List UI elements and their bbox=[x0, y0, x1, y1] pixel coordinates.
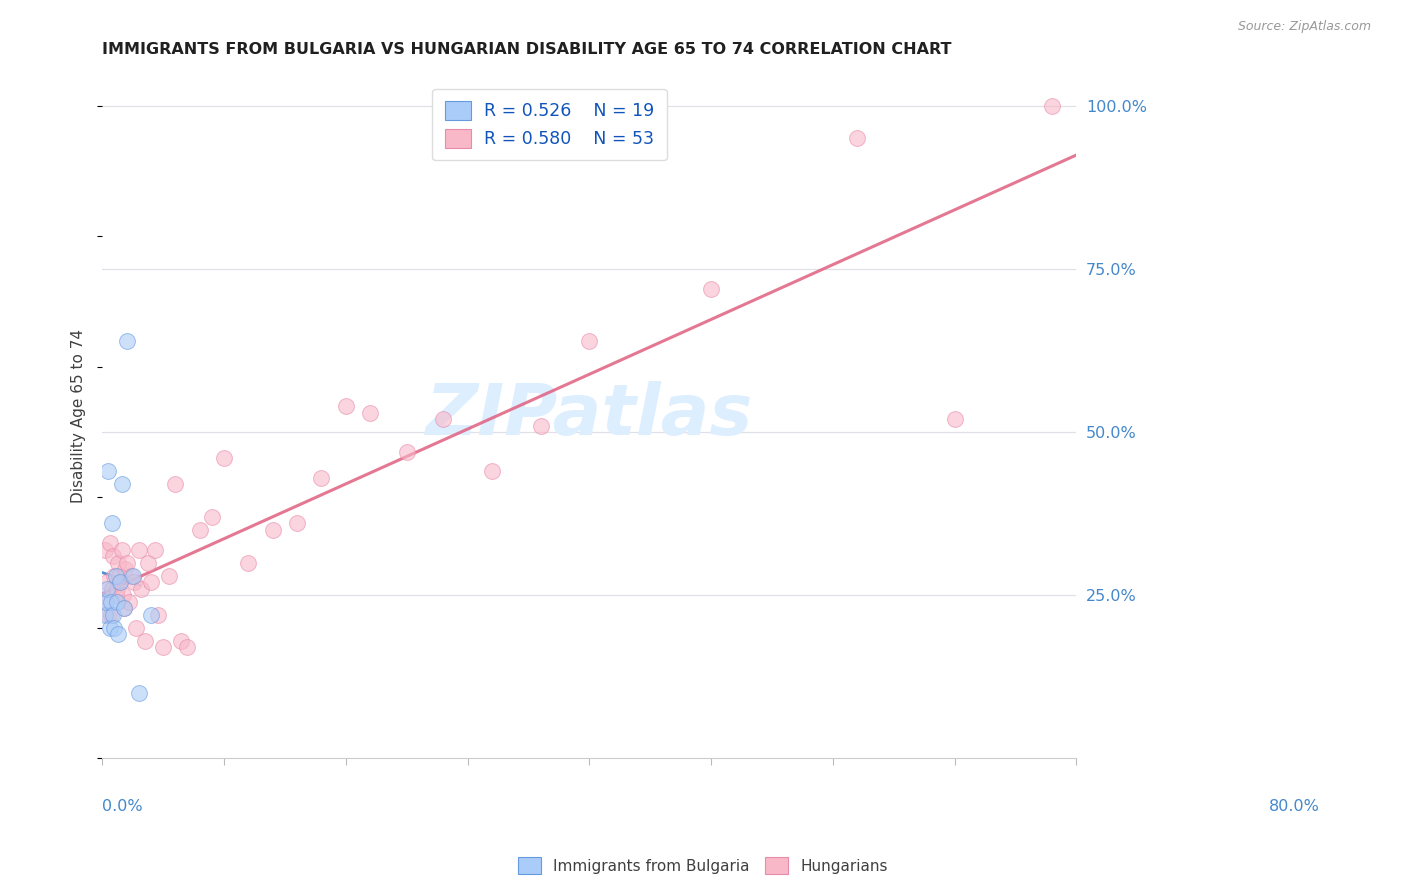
Point bbox=[118, 595, 141, 609]
Point bbox=[139, 607, 162, 622]
Point bbox=[94, 595, 117, 609]
Point bbox=[107, 556, 129, 570]
Point bbox=[121, 568, 143, 582]
Point bbox=[96, 575, 118, 590]
Point bbox=[134, 633, 156, 648]
Text: IMMIGRANTS FROM BULGARIA VS HUNGARIAN DISABILITY AGE 65 TO 74 CORRELATION CHART: IMMIGRANTS FROM BULGARIA VS HUNGARIAN DI… bbox=[103, 42, 952, 57]
Point bbox=[111, 477, 134, 491]
Point bbox=[359, 405, 381, 419]
Point bbox=[93, 607, 115, 622]
Point bbox=[122, 575, 145, 590]
Point bbox=[129, 582, 152, 596]
Point bbox=[152, 640, 174, 655]
Point bbox=[1040, 99, 1063, 113]
Point bbox=[188, 523, 211, 537]
Point bbox=[97, 607, 120, 622]
Point bbox=[115, 334, 138, 348]
Point bbox=[285, 516, 308, 531]
Point bbox=[128, 686, 150, 700]
Point bbox=[96, 582, 118, 596]
Point bbox=[311, 471, 333, 485]
Point bbox=[111, 542, 134, 557]
Point bbox=[846, 131, 869, 145]
Point bbox=[110, 575, 132, 590]
Point bbox=[128, 542, 150, 557]
Point bbox=[143, 542, 166, 557]
Text: 0.0%: 0.0% bbox=[103, 799, 143, 814]
Point bbox=[101, 549, 124, 563]
Point bbox=[157, 568, 180, 582]
Point bbox=[103, 568, 125, 582]
Point bbox=[115, 556, 138, 570]
Point bbox=[395, 444, 418, 458]
Point bbox=[432, 412, 454, 426]
Text: ZIPatlas: ZIPatlas bbox=[426, 381, 754, 450]
Point bbox=[578, 334, 600, 348]
Point bbox=[114, 562, 136, 576]
Point bbox=[138, 556, 160, 570]
Point bbox=[120, 568, 142, 582]
Point bbox=[700, 281, 723, 295]
Point bbox=[176, 640, 198, 655]
Point bbox=[98, 536, 121, 550]
Legend: Immigrants from Bulgaria, Hungarians: Immigrants from Bulgaria, Hungarians bbox=[512, 851, 894, 880]
Point bbox=[529, 418, 551, 433]
Point bbox=[100, 595, 122, 609]
Point bbox=[105, 582, 128, 596]
Point bbox=[104, 568, 127, 582]
Point bbox=[112, 601, 135, 615]
Point bbox=[105, 595, 128, 609]
Point bbox=[335, 399, 357, 413]
Point bbox=[101, 582, 124, 596]
Point bbox=[97, 464, 120, 478]
Text: 80.0%: 80.0% bbox=[1270, 799, 1320, 814]
Point bbox=[111, 588, 134, 602]
Point bbox=[943, 412, 966, 426]
Point bbox=[212, 451, 235, 466]
Point bbox=[148, 607, 170, 622]
Point bbox=[201, 510, 224, 524]
Point bbox=[107, 627, 129, 641]
Point bbox=[101, 516, 124, 531]
Point bbox=[108, 568, 131, 582]
Point bbox=[238, 556, 260, 570]
Point bbox=[170, 633, 193, 648]
Point bbox=[98, 621, 121, 635]
Text: Source: ZipAtlas.com: Source: ZipAtlas.com bbox=[1237, 20, 1371, 33]
Point bbox=[103, 621, 125, 635]
Point bbox=[100, 607, 122, 622]
Point bbox=[262, 523, 284, 537]
Point bbox=[165, 477, 187, 491]
Point bbox=[110, 575, 132, 590]
Legend: R = 0.526    N = 19, R = 0.580    N = 53: R = 0.526 N = 19, R = 0.580 N = 53 bbox=[433, 88, 666, 161]
Point bbox=[93, 542, 115, 557]
Point bbox=[104, 588, 127, 602]
Point bbox=[101, 607, 124, 622]
Point bbox=[139, 575, 162, 590]
Point bbox=[94, 595, 117, 609]
Y-axis label: Disability Age 65 to 74: Disability Age 65 to 74 bbox=[72, 329, 86, 503]
Point bbox=[125, 621, 148, 635]
Point bbox=[481, 464, 503, 478]
Point bbox=[112, 601, 135, 615]
